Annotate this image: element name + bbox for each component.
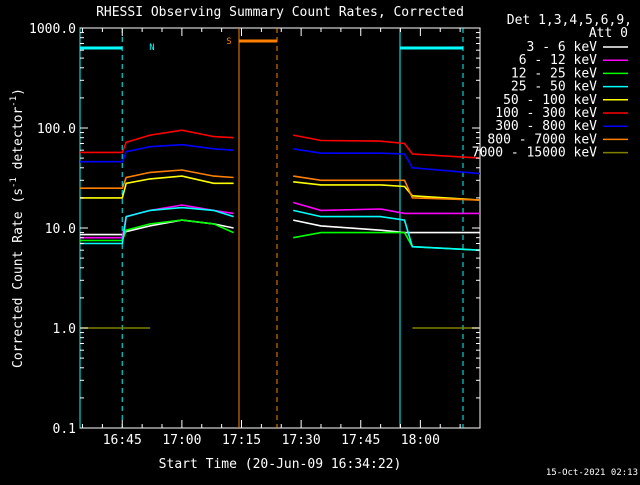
series-25-50-kev-post-saa: [293, 209, 481, 251]
series-50-100-kev-post-saa: [293, 181, 481, 201]
y-axis-label-part-3: ): [11, 88, 26, 96]
legend-label: 3 - 6 keV: [527, 40, 598, 55]
legend-header-line-1: Det 1,3,4,5,6,9,: [507, 13, 632, 28]
y-axis-label-part-1: Corrected Count Rate (s: [11, 188, 26, 368]
series-100-300-kev-post-saa: [293, 134, 481, 159]
legend-header-line-2: Att 0: [589, 26, 628, 41]
series-6-12-kev-post-saa: [292, 201, 480, 215]
x-tick-label: 17:15: [222, 433, 261, 448]
series-300-800-kev-post-saa: [293, 148, 481, 175]
legend-label: 800 - 7000 keV: [487, 132, 597, 147]
series-50-100-kev-pre-saa: [80, 175, 234, 199]
y-axis-label-sup-1: -1: [9, 177, 19, 188]
series-800-7000-kev-pre-saa: [80, 169, 234, 189]
series-100-300-kev-pre-saa: [80, 129, 234, 154]
series-300-800-kev-pre-saa: [80, 143, 234, 163]
legend-label: 300 - 800 keV: [495, 119, 597, 134]
series-layer: [80, 129, 481, 329]
y-axis-label: Corrected Count Rate (s-1 detector-1): [9, 88, 26, 368]
footer-timestamp: 15-Oct-2021 02:13: [546, 468, 638, 478]
legend-label: 100 - 300 keV: [495, 106, 597, 121]
legend-label: 50 - 100 keV: [503, 93, 597, 108]
y-tick-label: 1.0: [53, 322, 76, 337]
observing-segments: NS: [79, 28, 464, 428]
x-tick-label: 16:45: [103, 433, 142, 448]
series-800-7000-kev-post-saa: [293, 175, 481, 201]
series-3-6-kev-post-saa: [293, 219, 480, 234]
legend-label: 7000 - 15000 keV: [472, 146, 597, 161]
y-axis-label-part-2: detector: [11, 107, 26, 178]
y-tick-label: 100.0: [37, 122, 76, 137]
y-tick-label: 10.0: [45, 222, 76, 237]
legend-label: 25 - 50 keV: [511, 80, 597, 95]
y-tick-label: 1000.0: [29, 22, 76, 37]
x-axis-ticks: 16:45 17:00 17:15 17:30 17:45 18:00: [82, 28, 461, 448]
y-axis-ticks: 1000.0 100.0 10.0 1.0 0.1: [29, 22, 480, 437]
x-tick-label: 17:45: [341, 433, 380, 448]
chart-title: RHESSI Observing Summary Count Rates, Co…: [96, 5, 464, 20]
y-tick-label: 0.1: [53, 422, 76, 437]
x-tick-label: 18:00: [401, 433, 440, 448]
legend-label: 12 - 25 keV: [511, 66, 597, 81]
x-axis-label: Start Time (20-Jun-09 16:34:22): [159, 457, 402, 472]
legend-label: 6 - 12 keV: [519, 53, 597, 68]
night-marker-label: N: [149, 43, 154, 53]
x-tick-label: 17:00: [162, 433, 201, 448]
series-25-50-kev-pre-saa: [80, 206, 234, 245]
x-tick-label: 17:30: [282, 433, 321, 448]
saa-marker-label: S: [226, 37, 231, 47]
y-axis-label-sup-2: -1: [9, 96, 19, 107]
